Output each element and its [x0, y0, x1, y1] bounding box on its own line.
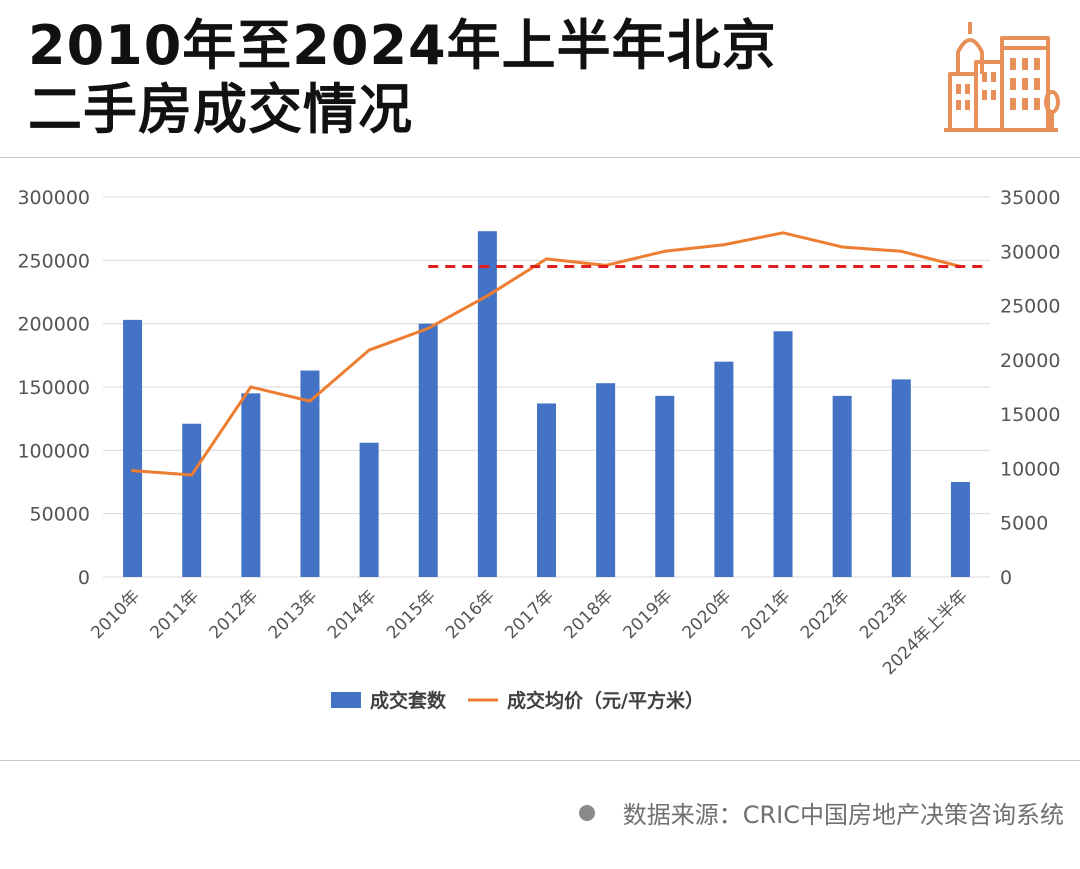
bullet-dot-icon [578, 804, 595, 821]
x-tick-label: 2013年 [265, 586, 322, 643]
line-point [840, 245, 844, 249]
bar [537, 403, 556, 577]
y-left-tick-label: 250000 [17, 250, 90, 272]
x-tick-label: 2019年 [620, 586, 677, 643]
bar [655, 395, 675, 577]
x-tick-label: 2011年 [146, 586, 203, 643]
y-right-tick-label: 10000 [1000, 458, 1060, 480]
line-point [545, 257, 548, 261]
y-right-tick-label: 0 [1000, 567, 1012, 589]
data-source-text: 数据来源：CRIC中国房地产决策咨询系统 [622, 801, 1064, 829]
page-title: 2010年至2024年上半年北京 二手房成交情况 [28, 14, 777, 142]
x-tick-label: 2022年 [797, 586, 854, 643]
bar [596, 383, 616, 577]
line-point [485, 294, 489, 298]
header-divider [0, 157, 1080, 158]
line-point [131, 469, 135, 473]
y-left-tick-label: 50000 [30, 504, 90, 526]
x-tick-label: 2012年 [206, 586, 263, 643]
y-right-tick-label: 5000 [1000, 513, 1048, 535]
bar [773, 331, 793, 577]
y-right-tick-label: 25000 [1000, 296, 1060, 318]
bar [123, 319, 143, 577]
y-left-tick-label: 100000 [17, 440, 90, 462]
footer-divider [0, 760, 1080, 761]
line-point [426, 326, 430, 330]
title-line-2: 二手房成交情况 [28, 78, 413, 141]
bar [300, 370, 320, 577]
y-right-tick-label: 30000 [1000, 241, 1060, 263]
y-right-tick-label: 35000 [1000, 187, 1060, 209]
y-left-tick-label: 200000 [17, 314, 90, 336]
line-point [367, 348, 371, 352]
chart: 0 50000 100000 150000 200000 250000 300000 0 500… [17, 187, 1060, 712]
y-right-tick-label: 20000 [1000, 350, 1060, 372]
x-tick-label: 2015年 [383, 586, 440, 643]
bar [714, 361, 734, 577]
bar [950, 482, 970, 577]
line-point [899, 249, 903, 253]
bar [418, 323, 438, 577]
line-point [722, 243, 726, 247]
x-tick-label: 2023年 [856, 586, 913, 643]
x-tick-label: 2021年 [738, 586, 795, 643]
x-tick-label: 2020年 [679, 586, 736, 643]
y-right-tick-label: 15000 [1000, 404, 1060, 426]
x-tick-label: 2018年 [560, 586, 617, 643]
y-left-tick-label: 300000 [17, 187, 90, 209]
x-tick-label: 2017年 [501, 586, 558, 643]
y-left-tick-label: 0 [78, 567, 90, 589]
bar [182, 423, 202, 577]
legend-label-line: 成交均价（元/平方米） [507, 689, 704, 712]
x-tick-label: 2010年 [87, 586, 144, 643]
line-point [190, 473, 194, 477]
city-buildings-icon [944, 22, 1060, 132]
data-source: 数据来源：CRIC中国房地产决策咨询系统 [578, 795, 1064, 830]
line-point [249, 385, 253, 389]
legend-swatch-bar [331, 692, 361, 708]
title-line-1: 2010年至2024年上半年北京 [28, 14, 777, 77]
bar [477, 231, 497, 577]
bar [241, 393, 261, 577]
line-point [663, 249, 667, 253]
legend-label-bar: 成交套数 [370, 689, 447, 712]
y-left-tick-label: 150000 [17, 377, 90, 399]
bar [891, 379, 911, 577]
x-tick-label: 2014年 [324, 586, 381, 643]
line-point [308, 399, 312, 403]
bar [832, 395, 852, 577]
x-tick-label: 2016年 [442, 586, 499, 643]
line-point [781, 231, 785, 235]
bar [359, 442, 379, 577]
